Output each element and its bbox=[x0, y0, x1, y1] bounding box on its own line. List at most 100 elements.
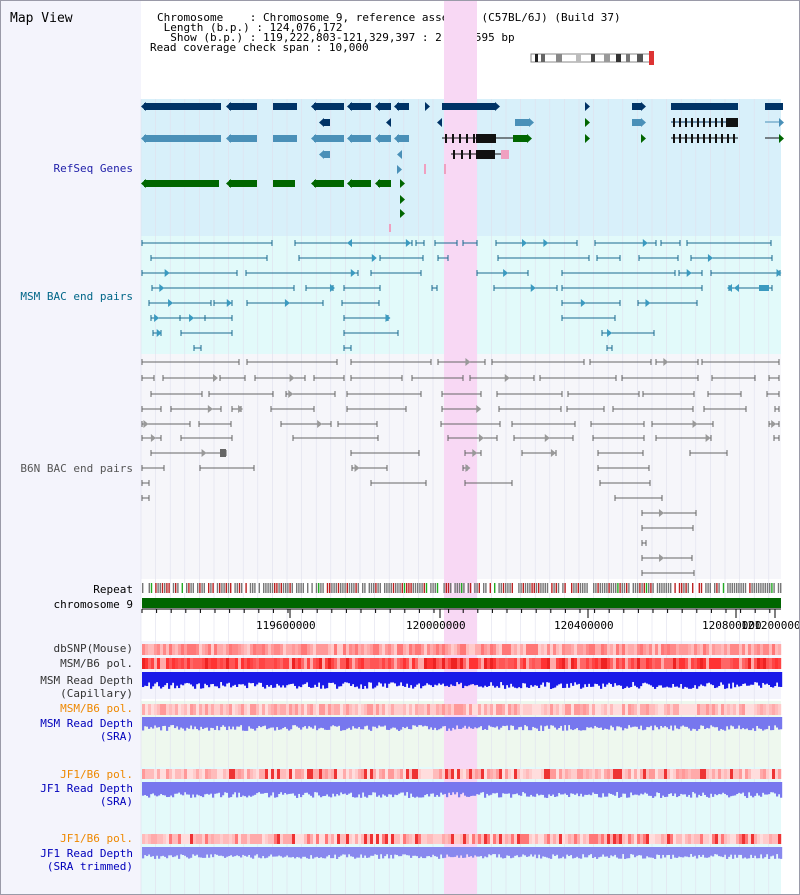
repeat-mark bbox=[256, 583, 258, 593]
msm-b6-pol2-heat bbox=[481, 704, 485, 715]
repeat-mark bbox=[738, 583, 740, 593]
repeat-mark bbox=[252, 583, 254, 593]
msm-b6-pol-heat bbox=[664, 658, 668, 669]
repeat-mark bbox=[705, 583, 707, 593]
jf1-b6-pol2-heat bbox=[208, 834, 212, 844]
gene-block bbox=[350, 180, 371, 187]
msm-depth-sra bbox=[520, 717, 523, 727]
msm-depth-sra bbox=[674, 717, 677, 726]
b6n-bac-label[interactable]: B6N BAC end pairs bbox=[20, 462, 133, 475]
jf1-b6-pol-2-label[interactable]: JF1/B6 pol. bbox=[60, 832, 133, 845]
msm-depth-cap bbox=[592, 672, 595, 687]
msm-b6-pol2-heat bbox=[235, 704, 239, 715]
repeat-label[interactable]: Repeat bbox=[93, 583, 133, 596]
dbsnp-heat bbox=[634, 644, 638, 655]
jf1-depth-sra bbox=[530, 782, 533, 795]
jf1-depth-sra bbox=[728, 782, 731, 798]
msm-b6-pol-heat bbox=[490, 658, 494, 669]
msm-depth-cap bbox=[372, 672, 375, 689]
jf1-depth-sra bbox=[164, 782, 167, 796]
jf1-b6-pol-label[interactable]: JF1/B6 pol. bbox=[60, 768, 133, 781]
msm-read-depth-cap-label-1[interactable]: MSM Read Depth bbox=[40, 674, 133, 687]
exon bbox=[452, 134, 454, 143]
repeat-mark bbox=[439, 583, 441, 593]
msm-b6-pol-heat bbox=[298, 658, 302, 669]
jf1-read-depth-sra-label-1[interactable]: JF1 Read Depth bbox=[40, 782, 133, 795]
msm-depth-cap bbox=[656, 672, 659, 687]
msm-depth-sra bbox=[438, 717, 441, 730]
msm-depth-cap bbox=[236, 672, 239, 687]
dbsnp-heat bbox=[598, 644, 602, 655]
msm-b6-pol-2-label[interactable]: MSM/B6 pol. bbox=[60, 702, 133, 715]
msm-depth-sra bbox=[434, 717, 437, 728]
msm-depth-sra bbox=[518, 717, 521, 728]
dbsnp-heat bbox=[649, 644, 653, 655]
jf1-depth-trim bbox=[166, 847, 169, 859]
dbsnp-label[interactable]: dbSNP(Mouse) bbox=[53, 642, 133, 655]
b6n-bac-end bbox=[213, 374, 219, 382]
jf1-read-depth-trim-label-1[interactable]: JF1 Read Depth bbox=[40, 847, 133, 860]
jf1-depth-trim bbox=[588, 847, 591, 856]
repeat-mark bbox=[513, 583, 516, 593]
jf1-depth-trim bbox=[264, 847, 267, 859]
jf1-depth-sra bbox=[544, 782, 547, 798]
msm-bac-end bbox=[156, 329, 162, 337]
jf1-b6-pol2-heat bbox=[172, 834, 176, 844]
dbsnp-heat bbox=[379, 644, 383, 655]
msm-bac-end bbox=[686, 269, 692, 277]
jf1-b6-pol2-heat bbox=[547, 834, 551, 844]
dbsnp-heat bbox=[712, 644, 716, 655]
jf1-depth-trim bbox=[414, 847, 417, 856]
msm-depth-cap bbox=[676, 672, 679, 687]
msm-depth-sra bbox=[212, 717, 215, 729]
repeat-mark bbox=[597, 583, 599, 593]
msm-depth-cap bbox=[214, 672, 217, 687]
gene-arrow bbox=[141, 102, 146, 111]
msm-depth-cap bbox=[702, 672, 705, 686]
msm-depth-cap bbox=[390, 672, 393, 683]
jf1-depth-trim bbox=[634, 847, 637, 858]
jf1-b6-pol2-heat bbox=[514, 834, 518, 844]
jf1-b6-pol-heat bbox=[283, 769, 287, 779]
jf1-depth-sra bbox=[496, 782, 499, 793]
jf1-depth-sra bbox=[630, 782, 633, 793]
msm-depth-sra bbox=[366, 717, 369, 726]
jf1-b6-pol2-heat bbox=[697, 834, 701, 844]
msm-b6-pol2-heat bbox=[412, 704, 416, 715]
msm-depth-sra bbox=[170, 717, 173, 726]
dbsnp-heat bbox=[592, 644, 596, 655]
msm-bac-end bbox=[385, 314, 391, 322]
jf1-b6-pol-heat bbox=[145, 769, 149, 779]
jf1-depth-trim bbox=[680, 847, 683, 858]
msm-b6-pol-heat bbox=[457, 658, 461, 669]
msm-b6-pol-label[interactable]: MSM/B6 pol. bbox=[60, 657, 133, 670]
jf1-b6-pol2-heat bbox=[334, 834, 338, 844]
msm-bac-label[interactable]: MSM BAC end pairs bbox=[20, 290, 133, 303]
repeat-mark bbox=[544, 583, 546, 593]
msm-b6-pol-heat bbox=[595, 658, 599, 669]
refseq-genes-label[interactable]: RefSeq Genes bbox=[53, 162, 133, 175]
chromosome-label-track[interactable]: chromosome 9 bbox=[53, 598, 133, 611]
msm-b6-pol2-heat bbox=[634, 704, 638, 715]
repeat-mark bbox=[520, 583, 522, 593]
jf1-b6-pol-heat bbox=[631, 769, 635, 779]
gene-block bbox=[273, 135, 297, 142]
msm-b6-pol2-heat bbox=[403, 704, 407, 715]
msm-read-depth-sra-label-1[interactable]: MSM Read Depth bbox=[40, 717, 133, 730]
msm-depth-cap bbox=[412, 672, 415, 689]
repeat-mark bbox=[421, 583, 423, 593]
jf1-depth-sra bbox=[214, 782, 217, 794]
jf1-b6-pol-heat bbox=[298, 769, 302, 779]
msm-depth-sra bbox=[612, 717, 615, 728]
msm-b6-pol2-heat bbox=[418, 704, 422, 715]
repeat-mark bbox=[434, 583, 436, 593]
jf1-depth-sra bbox=[600, 782, 603, 798]
jf1-depth-sra bbox=[540, 782, 543, 795]
jf1-depth-trim bbox=[394, 847, 397, 855]
gene-arrow bbox=[226, 134, 231, 143]
msm-depth-cap bbox=[670, 672, 673, 688]
jf1-b6-pol-heat bbox=[430, 769, 434, 779]
jf1-b6-pol2-heat bbox=[580, 834, 584, 844]
jf1-depth-sra bbox=[408, 782, 411, 798]
